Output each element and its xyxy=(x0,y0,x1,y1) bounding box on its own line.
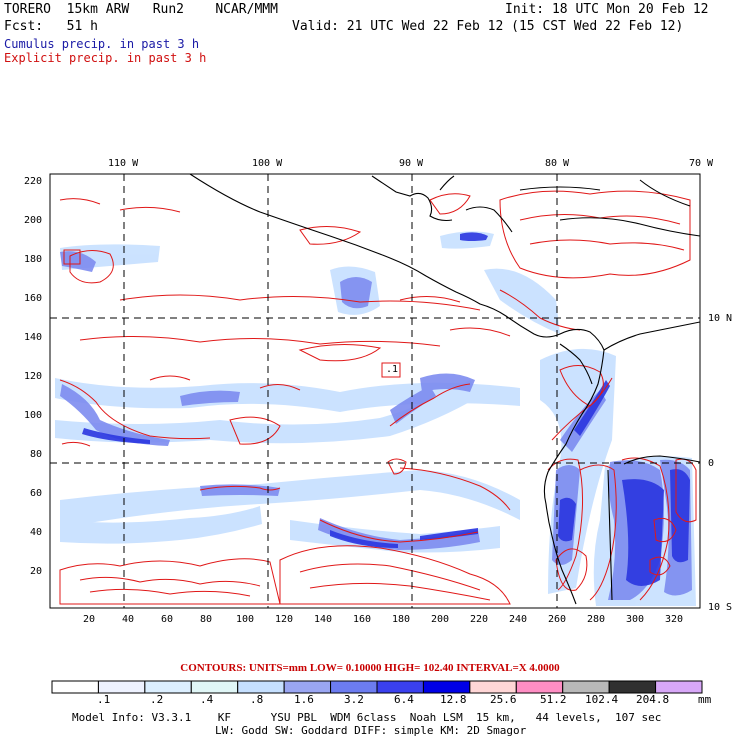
colorbar-label: 204.8 xyxy=(636,693,670,706)
colorbar-swatch xyxy=(469,680,517,694)
colorbar-swatch xyxy=(237,680,285,694)
colorbar xyxy=(51,680,703,694)
colorbar-label: 12.8 xyxy=(440,693,467,706)
valid-time: Valid: 21 UTC Wed 22 Feb 12 (15 CST Wed … xyxy=(292,19,684,34)
colorbar-swatch xyxy=(190,680,239,694)
model-info-line2: LW: Godd SW: Goddard DIFF: simple KM: 2D… xyxy=(215,724,527,737)
colorbar-swatch xyxy=(51,680,99,694)
colorbar-swatch xyxy=(283,680,332,694)
grid-label-bottom: 300 xyxy=(626,614,645,625)
grid-label-bottom: 140 xyxy=(314,614,333,625)
grid-label-left: 220 xyxy=(24,176,43,187)
grid-label-bottom: 160 xyxy=(353,614,372,625)
grid-label-left: 140 xyxy=(24,332,43,343)
colorbar-swatch xyxy=(97,680,146,694)
grid-label-bottom: 20 xyxy=(83,614,96,625)
forecast-hour: Fcst: 51 h xyxy=(4,19,98,34)
cumulus-legend: Cumulus precip. in past 3 h xyxy=(4,37,200,51)
contours-info: CONTOURS: UNITS=mm LOW= 0.10000 HIGH= 10… xyxy=(180,662,560,674)
explicit-precip-contours xyxy=(59,190,697,605)
model-title: TORERO 15km ARW Run2 NCAR/MMM xyxy=(4,2,278,17)
grid-label-bottom: 280 xyxy=(587,614,606,625)
colorbar-label: .4 xyxy=(200,693,214,706)
lat-label-10s: 10 S xyxy=(708,602,733,613)
explicit-legend: Explicit precip. in past 3 h xyxy=(4,51,207,65)
grid-label-bottom: 220 xyxy=(470,614,489,625)
grid-label-bottom: 120 xyxy=(275,614,294,625)
lon-label-80w: 80 W xyxy=(545,158,570,169)
grid-label-left: 180 xyxy=(24,254,43,265)
colorbar-label: .1 xyxy=(97,693,111,706)
colorbar-label: .2 xyxy=(150,693,164,706)
grid-marker-box xyxy=(381,362,401,378)
colorbar-label: 25.6 xyxy=(490,693,517,706)
grid-label-left: 120 xyxy=(24,371,43,382)
colorbar-label: 1.6 xyxy=(294,693,314,706)
grid-label-left: 100 xyxy=(24,410,43,421)
grid-label-left: 60 xyxy=(30,488,43,499)
colorbar-swatch xyxy=(376,680,424,694)
colorbar-swatch xyxy=(562,680,610,694)
colorbar-label: 3.2 xyxy=(344,693,364,706)
heavy-precip-areas xyxy=(82,232,690,586)
colorbar-label: 6.4 xyxy=(394,693,414,706)
grid-label-bottom: 100 xyxy=(236,614,255,625)
map-frame xyxy=(49,173,701,609)
grid-label-left: 80 xyxy=(30,449,43,460)
grid-label-bottom: 320 xyxy=(665,614,684,625)
grid-label-bottom: 80 xyxy=(200,614,213,625)
grid-label-left: 160 xyxy=(24,293,43,304)
lat-label-0: 0 xyxy=(708,458,715,469)
colorbar-swatch xyxy=(608,680,657,694)
grid-label-bottom: 180 xyxy=(392,614,411,625)
colorbar-swatch xyxy=(655,680,703,694)
colorbar-swatch xyxy=(515,680,564,694)
lon-label-110w: 110 W xyxy=(108,158,139,169)
colorbar-label: .8 xyxy=(250,693,264,706)
colorbar-label: 102.4 xyxy=(585,693,619,706)
colorbar-swatch xyxy=(422,680,471,694)
lon-label-70w: 70 W xyxy=(689,158,714,169)
init-time: Init: 18 UTC Mon 20 Feb 12 xyxy=(505,2,709,17)
model-info-line1: Model Info: V3.3.1 KF YSU PBL WDM 6class… xyxy=(72,711,662,724)
grid-label-bottom: 60 xyxy=(161,614,174,625)
colorbar-units: mm xyxy=(698,693,712,706)
lon-label-100w: 100 W xyxy=(252,158,283,169)
grid-label-left: 200 xyxy=(24,215,43,226)
grid-label-bottom: 200 xyxy=(431,614,450,625)
colorbar-swatch xyxy=(330,680,378,694)
grid-label-bottom: 260 xyxy=(548,614,567,625)
grid-marker-label: .1 xyxy=(386,364,399,375)
coastlines xyxy=(189,174,700,605)
colorbar-swatch xyxy=(144,680,192,694)
lon-label-90w: 90 W xyxy=(399,158,424,169)
colorbar-label: 51.2 xyxy=(540,693,567,706)
lat-label-10n: 10 N xyxy=(708,313,733,324)
grid-label-bottom: 40 xyxy=(122,614,135,625)
grid-label-bottom: 240 xyxy=(509,614,528,625)
grid-label-left: 40 xyxy=(30,527,43,538)
grid-label-left: 20 xyxy=(30,566,43,577)
latlon-grid xyxy=(50,174,700,608)
